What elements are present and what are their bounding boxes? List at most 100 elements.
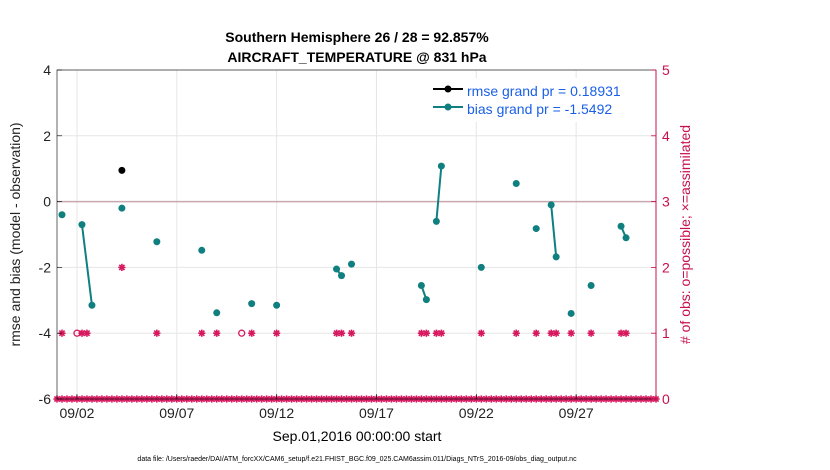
obs-marker-stroke: [273, 330, 280, 337]
y-right-tick-label: 0: [662, 391, 670, 407]
obs-marker-stroke: [433, 330, 440, 337]
data-point-1: [437, 162, 445, 170]
obs-assimilated-marker: [248, 329, 256, 337]
obs-possible-marker: [73, 329, 81, 337]
y-axis-label-right: # of obs: o=possible; ×=assimilated: [677, 125, 693, 344]
y-axis-label-left: rmse and bias (model - observation): [7, 122, 23, 346]
obs-marker-stroke: [83, 330, 91, 337]
series-layer: [58, 162, 630, 317]
y-left-tick-label: 2: [43, 128, 51, 144]
y-right-tick-label: 1: [662, 325, 670, 341]
y-left-tick-label: 0: [43, 194, 51, 210]
legend-box: [425, 78, 647, 122]
obs-assimilated-marker: [337, 329, 346, 337]
legend-label-bias: bias grand pr = -1.5492: [467, 101, 612, 117]
obs-marker-stroke: [533, 330, 540, 337]
y-left-tick-label: -2: [39, 259, 52, 275]
obs-assimilated-marker: [347, 329, 356, 337]
obs-marker-stroke: [548, 330, 555, 337]
legend: rmse grand pr = 0.18931 bias grand pr = …: [425, 78, 647, 122]
data-point-1: [348, 260, 356, 268]
obs-assimilated-marker: [477, 329, 485, 337]
x-tick-label: 09/17: [359, 405, 394, 421]
obs-marker-stroke: [567, 330, 575, 337]
legend-label-rmse: rmse grand pr = 0.18931: [467, 83, 621, 99]
data-point-1: [567, 309, 575, 317]
obs-assimilated-marker: [422, 329, 430, 337]
data-point-0: [118, 166, 126, 174]
obs-marker-stroke: [248, 330, 255, 337]
series-line-1: [80, 224, 93, 306]
obs-marker-stroke: [338, 330, 345, 337]
y-left-tick-label: 4: [43, 62, 51, 78]
data-point-1: [477, 263, 485, 271]
x-tick-label: 09/07: [159, 405, 194, 421]
obs-assimilated-marker: [213, 329, 221, 337]
series-line-1: [550, 204, 558, 257]
obs-assimilated-marker: [587, 329, 595, 337]
data-point-1: [333, 265, 341, 273]
x-tick-label: 09/12: [259, 405, 294, 421]
obs-marker-stroke: [423, 330, 430, 337]
obs-assimilated-marker: [552, 329, 560, 337]
y-right-tick-label: 5: [662, 62, 670, 78]
data-point-1: [58, 211, 66, 219]
data-point-1: [88, 301, 96, 309]
x-axis-label: Sep.01,2016 00:00:00 start: [273, 428, 442, 444]
obs-assimilated-marker: [273, 329, 281, 337]
data-file-footer: data file: /Users/raeder/DAI/ATM_forcXX/…: [137, 456, 577, 463]
obs-marker-stroke: [617, 330, 625, 337]
obs-marker-stroke: [118, 264, 126, 271]
data-point-1: [532, 225, 540, 233]
obs-assimilated-marker: [567, 329, 575, 337]
y-right-tick-label: 3: [662, 194, 670, 210]
obs-assimilated-marker: [198, 329, 206, 337]
obs-marker-stroke: [438, 330, 445, 337]
legend-marker-rmse: [444, 85, 452, 93]
y-left-tick-label: -6: [39, 391, 52, 407]
data-point-1: [248, 300, 256, 308]
chart-subtitle: AIRCRAFT_TEMPERATURE @ 831 hPa: [227, 49, 486, 65]
y-right-tick-label: 2: [662, 259, 670, 275]
obs-marker-stroke: [348, 330, 355, 337]
obs-marker-stroke: [587, 330, 595, 337]
obs-marker-stroke: [78, 330, 86, 337]
obs-possible-marker: [238, 329, 246, 337]
obs-marker-stroke: [153, 330, 160, 337]
data-point-1: [338, 272, 346, 280]
x-tick-label: 09/02: [59, 405, 94, 421]
obs-assimilated-marker: [617, 329, 625, 337]
series-line-1: [435, 165, 443, 222]
data-point-1: [118, 204, 126, 212]
data-point-1: [547, 201, 555, 209]
obs-marker-stroke: [213, 330, 220, 337]
x-tick-label: 09/22: [459, 405, 494, 421]
obs-assimilated-marker: [512, 329, 520, 337]
data-point-1: [552, 253, 560, 261]
data-point-1: [153, 238, 161, 246]
data-point-1: [622, 234, 630, 242]
obs-marker-stroke: [622, 330, 630, 337]
obs-assimilated-marker: [118, 263, 126, 271]
obs-assimilated-marker: [83, 329, 91, 337]
obs-marker-stroke: [478, 330, 485, 337]
y-right-tick-label: 4: [662, 128, 670, 144]
obs-assimilated-marker: [532, 329, 540, 337]
data-point-1: [512, 180, 520, 188]
obs-marker-stroke: [553, 330, 560, 337]
data-point-1: [417, 281, 425, 289]
obs-assimilated-marker: [437, 329, 445, 337]
legend-marker-bias: [444, 103, 452, 111]
obs-marker-stroke: [198, 330, 205, 337]
chart-title: Southern Hemisphere 26 / 28 = 92.857%: [225, 29, 489, 45]
data-point-1: [432, 217, 440, 225]
y-left-tick-label: -4: [39, 325, 52, 341]
data-point-1: [587, 281, 595, 289]
obs-marker-stroke: [513, 330, 520, 337]
tick-labels: 09/02 09/07 09/12 09/17 09/22 09/27 -6 -4 -2 0 2 4 0…: [39, 62, 670, 421]
x-tick-label: 09/27: [559, 405, 594, 421]
data-point-1: [273, 301, 281, 309]
obs-assimilated-marker: [153, 329, 161, 337]
obs-assimilated-marker: [417, 329, 425, 337]
